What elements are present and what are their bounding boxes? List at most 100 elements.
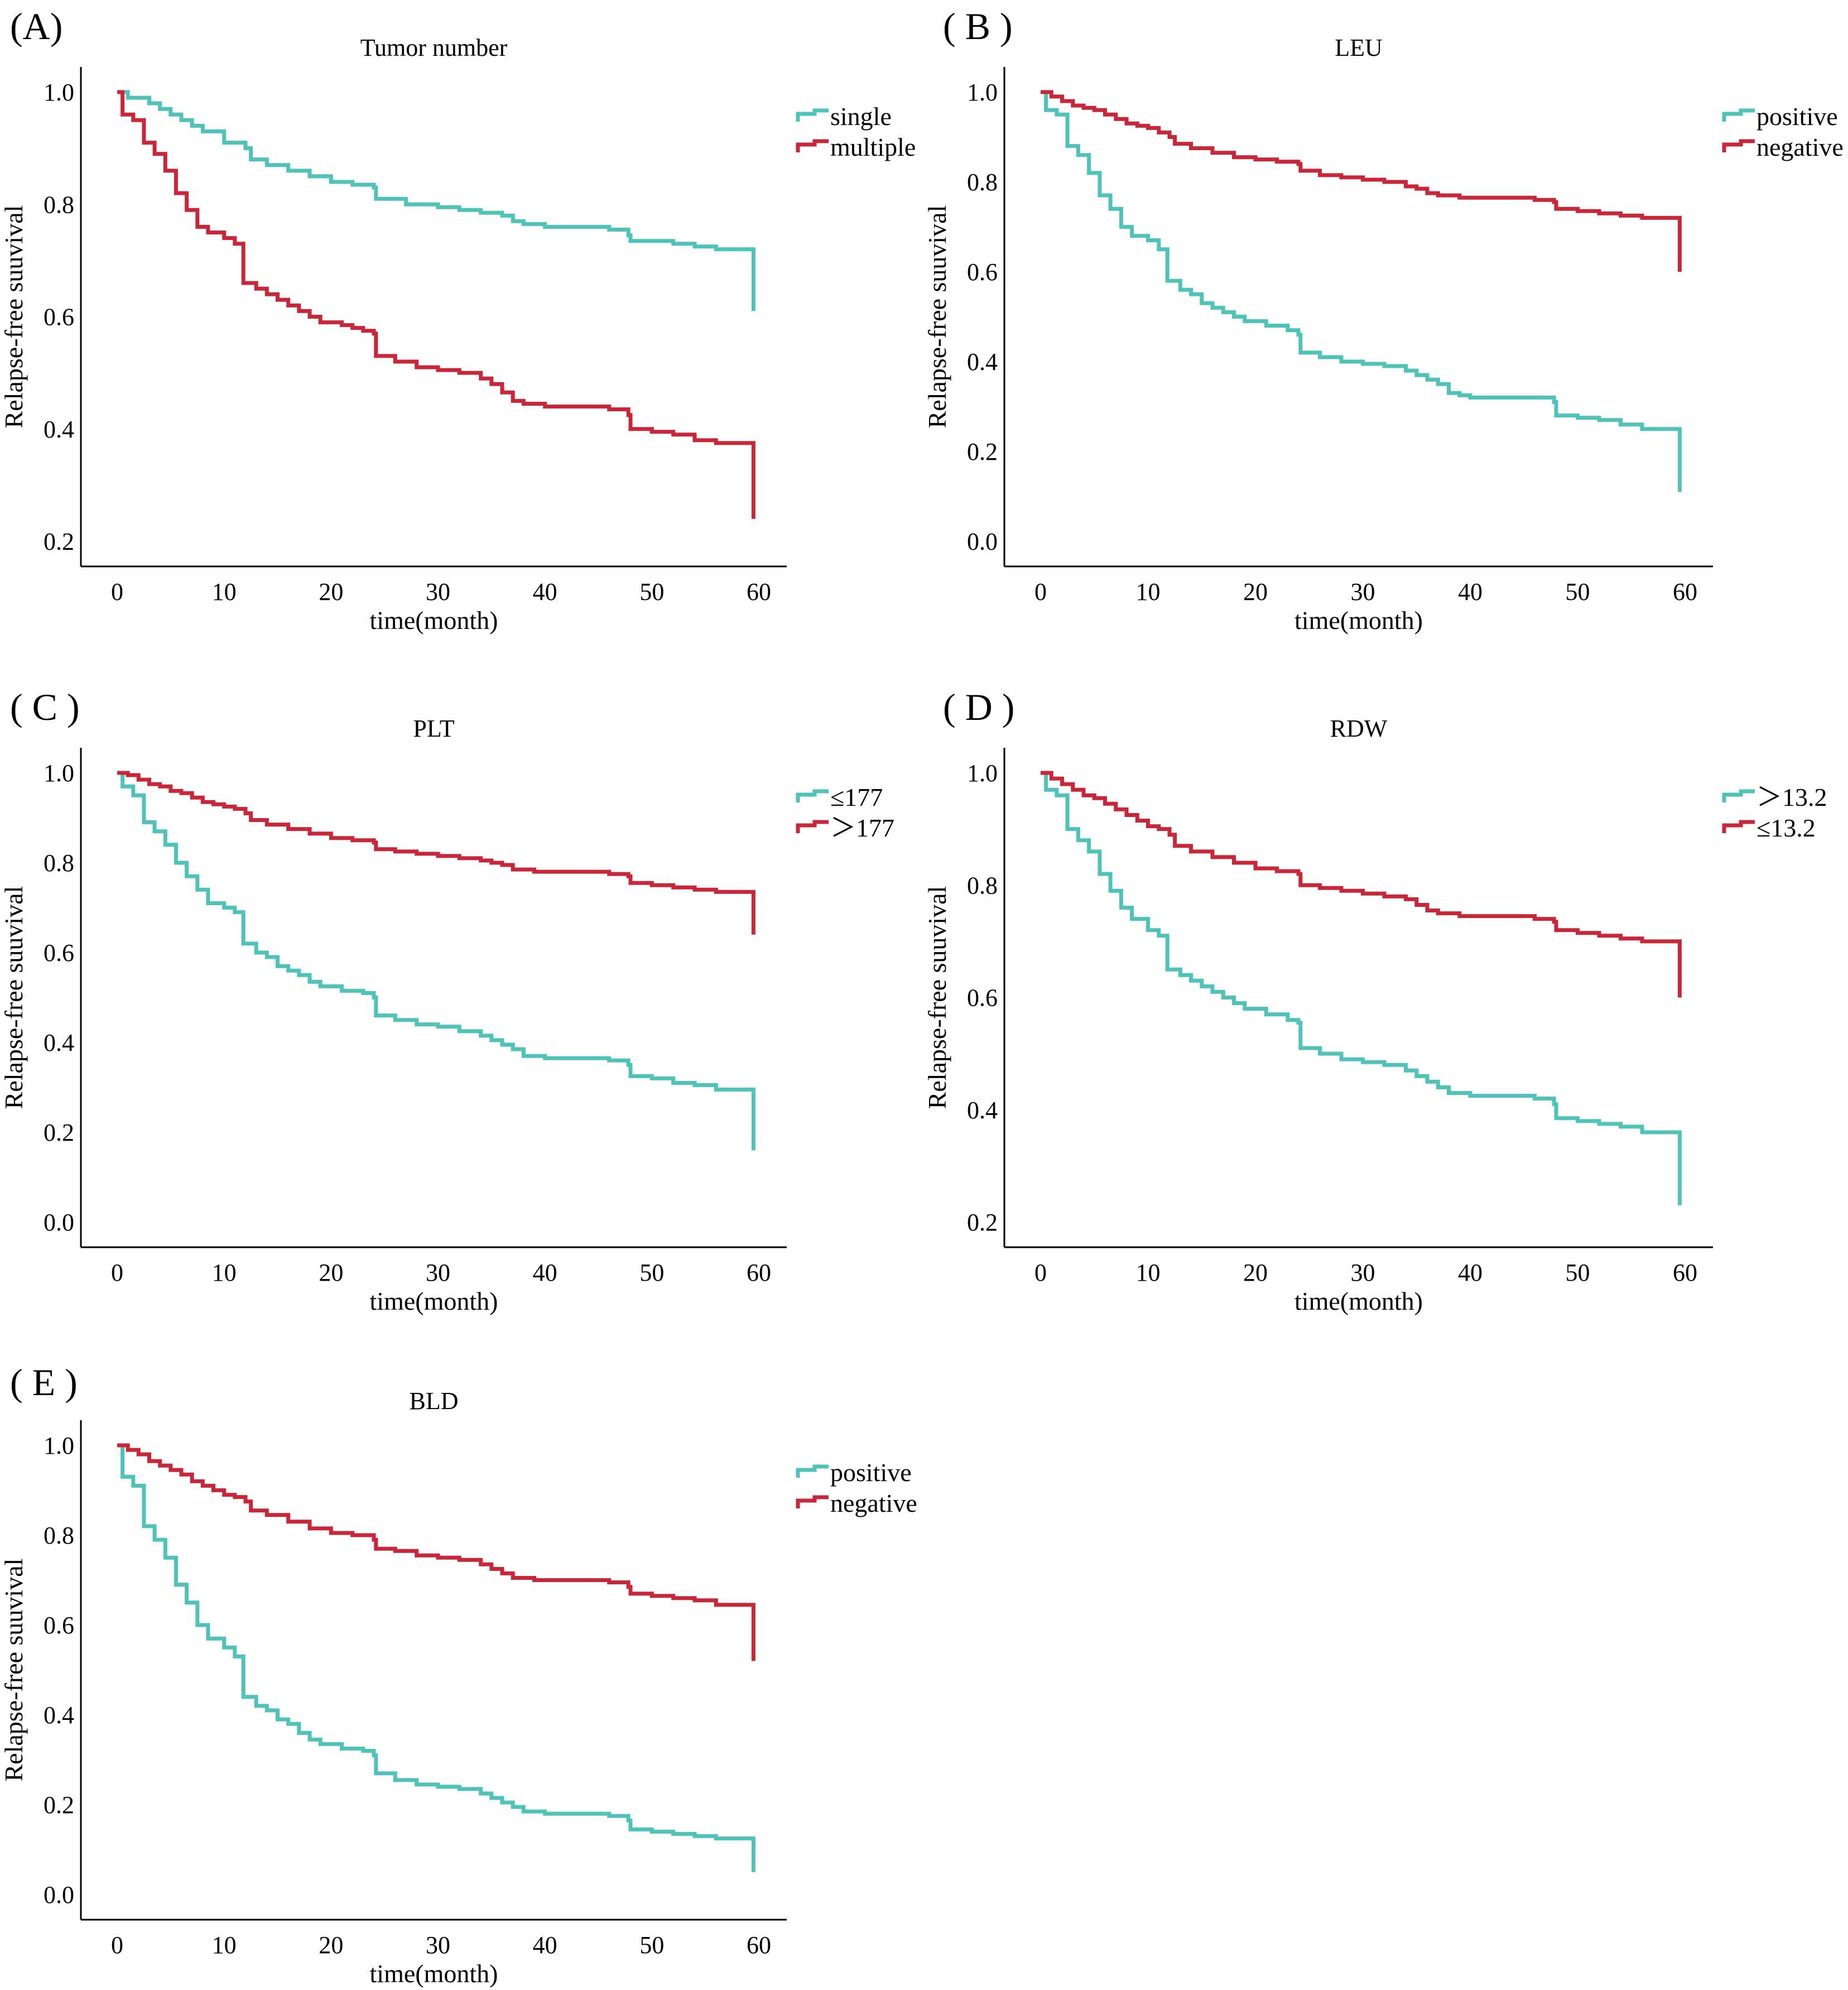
y-tick-label: 1.0	[44, 79, 74, 106]
x-tick-label: 0	[111, 578, 123, 605]
panel-letter: ( C )	[10, 686, 80, 728]
y-tick-label: 0.6	[44, 304, 74, 331]
chart-title: LEU	[1335, 34, 1383, 61]
legend-swatch	[796, 1495, 829, 1508]
x-tick-label: 40	[1458, 578, 1483, 605]
legend-swatch	[1722, 108, 1755, 122]
panel-c: ( C ) PLT 0 10 20 30 40 50 60 0.0 0.2 0.4 0.6 0.8 1.0 t…	[0, 686, 894, 1315]
panel-letter: ( B )	[943, 5, 1013, 47]
y-tick-label: 0.2	[967, 438, 998, 465]
x-tick-label: 60	[747, 1931, 771, 1959]
panel-letter: ( E )	[10, 1361, 78, 1403]
panel-a: (A) Tumor number 0 10 20 30 40 50 60 0.2 0.4 0.6 0.8…	[0, 5, 916, 635]
x-tick-label: 10	[212, 1931, 237, 1959]
x-axis-label: time(month)	[370, 606, 498, 635]
legend-label: ≤177	[830, 783, 883, 811]
km-curve-multiple-line	[117, 90, 755, 519]
y-tick-label: 0.4	[967, 348, 998, 376]
x-tick-label: 0	[111, 1931, 123, 1959]
y-tick-label: 0.6	[967, 984, 998, 1012]
y-tick-label: 0.0	[44, 1209, 74, 1236]
x-tick-label: 20	[1243, 1259, 1268, 1286]
x-tick-label: 0	[1034, 578, 1047, 605]
y-tick-label: 1.0	[967, 760, 998, 787]
chart-title: PLT	[413, 715, 454, 742]
legend-label: negative	[1756, 133, 1844, 161]
chart-title: BLD	[410, 1387, 459, 1415]
x-tick-label: 30	[426, 1931, 450, 1959]
km-curve-132-line	[1041, 771, 1682, 998]
x-tick-label: 50	[1566, 578, 1590, 605]
x-tick-label: 0	[111, 1259, 123, 1286]
x-axis-label: time(month)	[370, 1959, 498, 1988]
x-tick-label: 20	[1243, 578, 1268, 605]
y-tick-label: 0.6	[967, 258, 998, 286]
legend-swatch	[796, 139, 829, 152]
legend-label: positive	[830, 1458, 912, 1487]
x-tick-label: 0	[1034, 1259, 1047, 1286]
y-tick-label: 0.2	[44, 1119, 74, 1146]
x-axis-label: time(month)	[1294, 606, 1423, 635]
legend-swatch	[1722, 820, 1755, 833]
y-axis-label: Relapse-free suuvival	[923, 886, 951, 1109]
y-tick-label: 1.0	[44, 1432, 74, 1459]
y-axis-label: Relapse-free suuvival	[923, 205, 951, 429]
x-axis-label: time(month)	[1294, 1287, 1423, 1315]
x-tick-label: 40	[533, 1259, 557, 1286]
legend-label: ＞13.2	[1756, 783, 1827, 811]
km-curve-132-line	[1041, 771, 1682, 1205]
x-tick-label: 50	[1566, 1259, 1590, 1286]
km-curve-177-line	[117, 771, 755, 1151]
y-tick-label: 0.8	[44, 1522, 74, 1549]
x-tick-label: 40	[533, 578, 557, 605]
y-tick-label: 0.8	[44, 191, 74, 218]
x-tick-label: 40	[533, 1931, 557, 1959]
x-tick-label: 60	[1673, 1259, 1697, 1286]
x-tick-label: 10	[212, 1259, 237, 1286]
km-curve-negative-line	[1041, 90, 1682, 272]
y-tick-label: 0.8	[967, 872, 998, 899]
y-tick-label: 0.4	[44, 416, 74, 443]
x-tick-label: 60	[747, 1259, 771, 1286]
y-tick-label: 0.2	[44, 1791, 74, 1819]
panel-letter: ( D )	[943, 686, 1014, 728]
x-tick-label: 30	[426, 578, 450, 605]
legend-label: ≤13.2	[1756, 814, 1816, 842]
x-tick-label: 30	[426, 1259, 450, 1286]
legend-label: negative	[830, 1489, 917, 1517]
chart-title: Tumor number	[360, 34, 508, 61]
x-tick-label: 20	[319, 1931, 343, 1959]
y-tick-label: 1.0	[967, 79, 998, 106]
km-curve-positive-line	[117, 1443, 755, 1872]
y-tick-label: 0.4	[44, 1029, 74, 1056]
y-tick-label: 0.0	[44, 1881, 74, 1909]
x-tick-label: 10	[1136, 1259, 1161, 1286]
legend-swatch	[796, 789, 829, 802]
legend-label: ＞177	[830, 814, 894, 842]
x-tick-label: 60	[1673, 578, 1697, 605]
km-curve-single-line	[117, 90, 755, 311]
chart-title: RDW	[1330, 715, 1388, 742]
legend-swatch	[1722, 789, 1755, 802]
x-tick-label: 50	[639, 1259, 664, 1286]
legend-swatch	[1722, 139, 1755, 152]
y-tick-label: 0.6	[44, 939, 74, 967]
panel-d: ( D ) RDW 0 10 20 30 40 50 60 0.2 0.4 0.6 0.8 1.0 time…	[923, 686, 1827, 1315]
legend-label: single	[830, 102, 892, 131]
y-tick-label: 1.0	[44, 760, 74, 787]
x-tick-label: 30	[1351, 1259, 1375, 1286]
x-tick-label: 20	[319, 1259, 343, 1286]
y-tick-label: 0.6	[44, 1612, 74, 1639]
y-tick-label: 0.2	[44, 528, 74, 555]
x-tick-label: 50	[639, 1931, 664, 1959]
x-tick-label: 30	[1351, 578, 1375, 605]
x-tick-label: 50	[639, 578, 664, 605]
panel-letter: (A)	[10, 5, 62, 47]
y-tick-label: 0.8	[967, 169, 998, 196]
y-tick-label: 0.2	[967, 1209, 998, 1236]
y-tick-label: 0.0	[967, 528, 998, 555]
x-tick-label: 60	[747, 578, 771, 605]
y-tick-label: 0.4	[44, 1701, 74, 1729]
legend-label: positive	[1756, 102, 1838, 131]
